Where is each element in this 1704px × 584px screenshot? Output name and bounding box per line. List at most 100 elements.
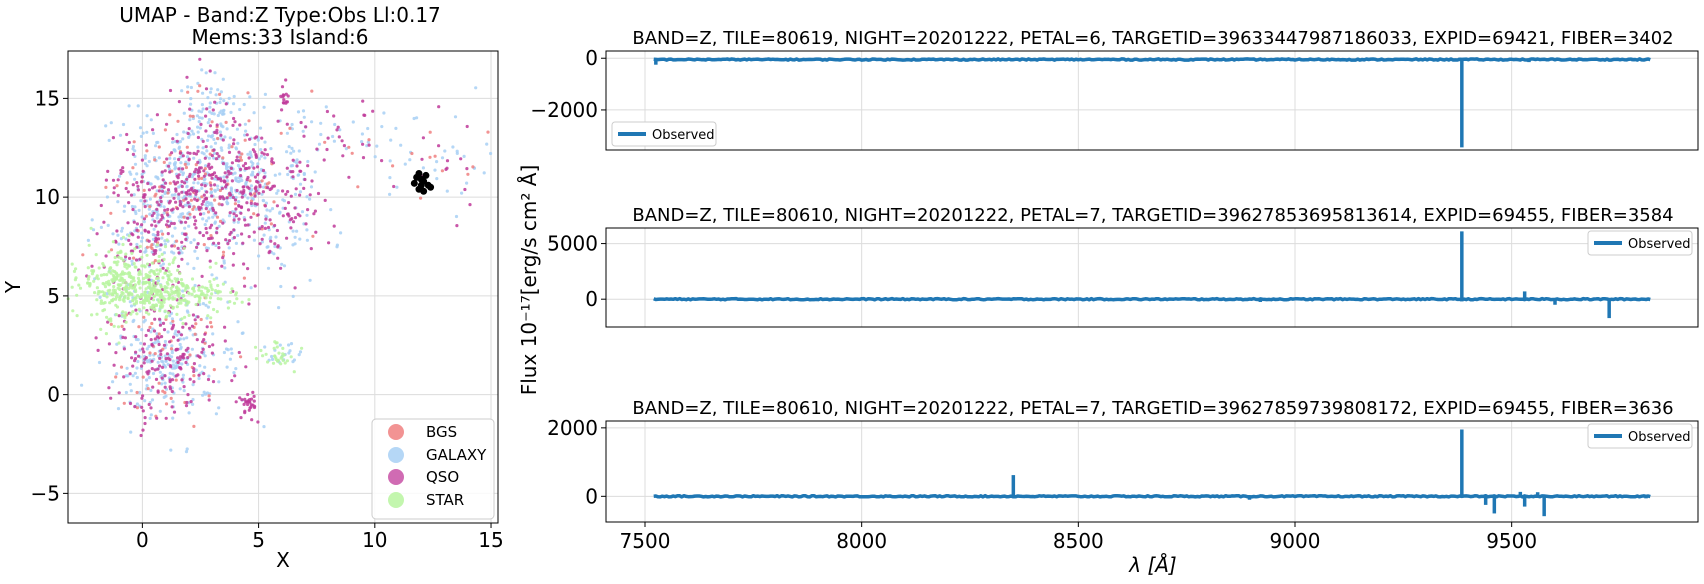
umap-point-galaxy: [277, 306, 281, 310]
umap-point-qso: [332, 114, 336, 118]
umap-point-qso: [186, 131, 190, 136]
umap-point-galaxy: [179, 212, 183, 216]
umap-point-galaxy: [223, 266, 227, 270]
umap-point-star: [113, 288, 117, 292]
umap-point-galaxy: [218, 130, 222, 134]
umap-point-galaxy: [170, 351, 174, 355]
umap-point-star: [161, 276, 165, 280]
umap-point-galaxy: [142, 220, 146, 224]
umap-point-star: [138, 286, 142, 290]
umap-point-qso: [247, 235, 251, 239]
umap-point-qso: [220, 186, 224, 191]
umap-point-qso: [262, 152, 266, 156]
umap-point-galaxy: [133, 177, 137, 181]
umap-point-galaxy: [171, 372, 175, 376]
umap-point-galaxy: [403, 162, 407, 166]
umap-point-star: [166, 266, 170, 271]
umap-point-qso: [207, 162, 211, 166]
umap-point-qso: [186, 201, 190, 205]
umap-point-qso: [248, 137, 252, 141]
umap-point-qso: [282, 98, 286, 102]
umap-point-galaxy: [156, 140, 160, 144]
umap-point-qso: [156, 230, 160, 234]
umap-point-galaxy: [188, 215, 192, 219]
umap-point-qso: [249, 215, 253, 219]
umap-point-star: [107, 250, 111, 254]
spectrum-trace: [653, 296, 1651, 302]
umap-point-bgs: [182, 215, 186, 219]
shared-ylabel: Flux 10⁻¹⁷[erg/s cm² Å]: [517, 165, 541, 396]
umap-point-qso: [219, 179, 223, 183]
umap-point-star: [205, 286, 209, 291]
umap-point-star: [111, 277, 116, 281]
spectrum-panel-1: BAND=Z, TILE=80619, NIGHT=20201222, PETA…: [530, 28, 1699, 151]
umap-point-qso: [332, 224, 336, 228]
umap-point-qso: [149, 338, 153, 342]
umap-point-galaxy: [136, 338, 140, 342]
umap-point-galaxy: [282, 199, 286, 203]
umap-point-star: [124, 320, 128, 324]
spectrum-3-frame: [605, 420, 1699, 523]
spectrum-2-legend-box: [1587, 230, 1693, 256]
umap-point-qso: [180, 180, 184, 184]
umap-point-galaxy: [232, 215, 236, 220]
umap-point-star: [138, 269, 142, 274]
umap-point-star: [140, 293, 144, 297]
umap-point-galaxy: [249, 153, 253, 157]
umap-point-galaxy: [106, 223, 110, 227]
umap-point-bgs: [209, 187, 213, 191]
umap-point-galaxy: [482, 171, 486, 175]
umap-point-star: [132, 297, 137, 301]
umap-point-qso: [207, 344, 211, 349]
umap-point-qso: [268, 249, 272, 253]
umap-point-qso: [222, 197, 226, 201]
umap-point-galaxy: [152, 156, 157, 160]
umap-point-star: [157, 254, 161, 259]
umap-point-star: [164, 315, 168, 319]
umap-point-galaxy: [222, 259, 226, 263]
umap-point-galaxy: [219, 109, 223, 113]
umap-point-bgs: [142, 188, 146, 192]
umap-point-galaxy: [145, 347, 149, 351]
umap-point-qso: [160, 376, 164, 380]
umap-point-galaxy: [366, 126, 370, 131]
spectrum-1-legend-box: [611, 121, 717, 147]
umap-point-galaxy: [186, 262, 190, 266]
umap-point-galaxy: [124, 374, 128, 378]
umap-point-star: [152, 294, 156, 298]
umap-point-galaxy: [234, 367, 238, 371]
umap-point-galaxy: [264, 201, 268, 205]
umap-point-galaxy: [146, 360, 150, 364]
umap-point-galaxy: [206, 138, 210, 142]
umap-point-galaxy: [133, 371, 137, 375]
umap-point-galaxy: [118, 133, 123, 137]
umap-point-galaxy: [162, 205, 166, 209]
umap-point-qso: [342, 144, 346, 148]
umap-point-star: [178, 271, 182, 276]
umap-point-galaxy: [319, 121, 323, 125]
umap-point-qso: [180, 257, 184, 261]
umap-point-qso: [172, 221, 176, 226]
umap-point-galaxy: [180, 251, 184, 255]
umap-point-galaxy: [135, 242, 139, 247]
umap-point-qso: [255, 165, 260, 169]
umap-point-qso: [315, 147, 319, 151]
umap-point-qso: [201, 199, 205, 204]
umap-point-galaxy: [185, 184, 189, 188]
umap-point-qso: [455, 224, 459, 228]
umap-point-galaxy: [319, 132, 323, 137]
umap-point-qso: [191, 189, 195, 193]
umap-point-star: [279, 362, 283, 366]
umap-point-galaxy: [149, 388, 153, 392]
umap-point-qso: [155, 207, 159, 211]
umap-point-qso: [127, 201, 131, 205]
umap-point-bgs: [168, 181, 172, 185]
umap-point-bgs: [310, 89, 314, 93]
umap-point-star: [214, 261, 218, 265]
umap-point-galaxy: [287, 343, 291, 347]
umap-point-galaxy: [214, 93, 218, 97]
umap-point-star: [300, 346, 304, 350]
umap-point-galaxy: [236, 179, 240, 183]
umap-point-galaxy: [204, 246, 208, 250]
umap-point-qso: [281, 93, 285, 97]
